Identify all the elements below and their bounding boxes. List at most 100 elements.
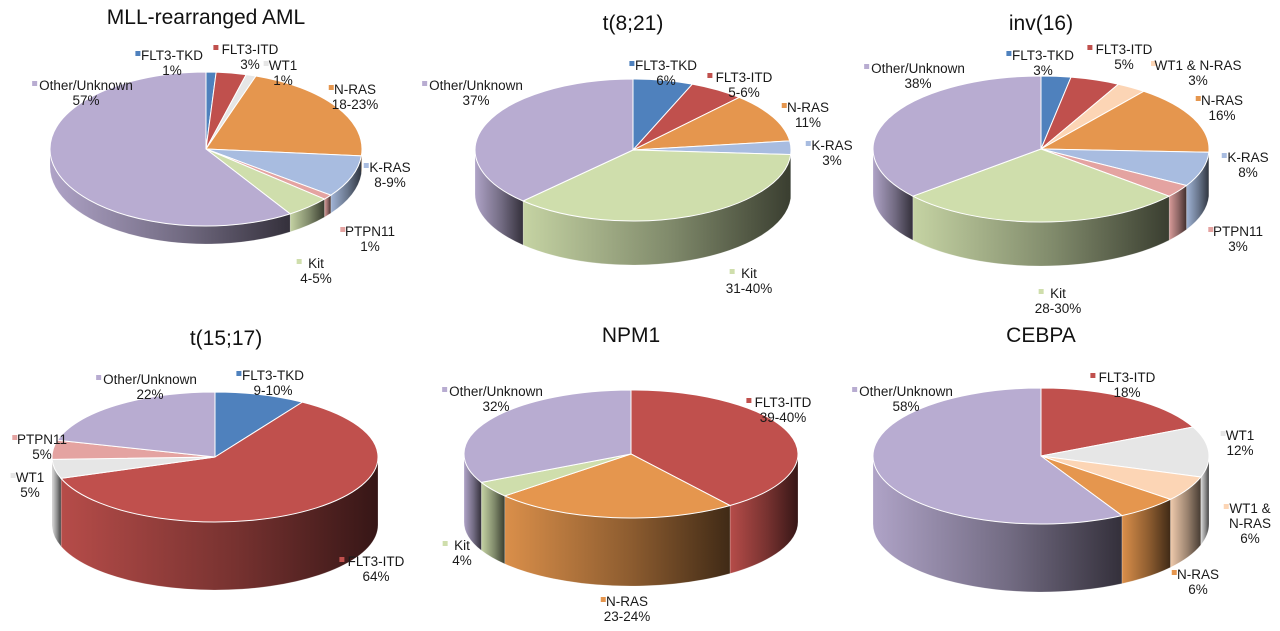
pie-slice-n-ras — [1039, 90, 1210, 153]
slice-label: Kit — [741, 266, 757, 281]
pie-slice-flt3-itd — [60, 401, 379, 523]
slice-value: 12% — [1226, 443, 1253, 458]
pie-slice-flt3-itd — [1040, 387, 1195, 457]
slice-label: N-RAS — [334, 82, 376, 97]
slice-label: PTPN11 — [1213, 224, 1263, 239]
legend-marker-wt1 — [10, 473, 16, 478]
pie-slice-kit — [911, 148, 1171, 223]
legend-marker-k-ras — [1221, 153, 1227, 158]
slice-value: 23-24% — [604, 609, 651, 624]
legend-marker-other-unknown — [864, 64, 870, 69]
legend-marker-wt1 — [1220, 431, 1226, 436]
slice-value: 8-9% — [374, 175, 406, 190]
slice-value: 6% — [1188, 582, 1208, 597]
slice-value: 1% — [162, 63, 182, 78]
slice-value: 3% — [822, 153, 842, 168]
slice-label: WT1 — [1226, 428, 1255, 443]
slice-label: FLT3-ITD — [348, 554, 405, 569]
pie-slice-flt3-tkd — [214, 391, 304, 458]
legend-marker-flt3-itd — [339, 557, 345, 562]
legend-marker-n-ras — [328, 85, 334, 90]
slice-value: 1% — [273, 73, 293, 88]
slice-label: FLT3-TKD — [635, 58, 697, 73]
pie-slice-n-ras — [205, 75, 363, 157]
slice-label: FLT3-ITD — [716, 70, 773, 85]
pie-slice-n-ras — [632, 96, 791, 151]
legend-marker-other-unknown — [852, 387, 858, 392]
legend-marker-other-unknown — [96, 375, 102, 380]
legend-marker-n-ras — [600, 597, 606, 602]
slice-value: 3% — [240, 57, 260, 72]
slice-value: 5% — [1114, 57, 1134, 72]
legend-marker-kit — [296, 259, 302, 264]
slice-label: N-RAS — [606, 594, 648, 609]
slice-label: Kit — [1050, 286, 1066, 301]
legend-marker-k-ras — [363, 163, 369, 168]
slice-label: Other/Unknown — [429, 78, 523, 93]
slice-value: 16% — [1208, 108, 1235, 123]
slice-label: WT1 — [269, 58, 298, 73]
slice-value: 5% — [20, 485, 40, 500]
pie-slice-other-unknown — [872, 387, 1124, 525]
slice-label: PTPN11 — [17, 432, 67, 447]
slice-label: FLT3-ITD — [755, 395, 812, 410]
legend-marker-wt1-n-ras — [1223, 504, 1229, 509]
slice-label: WT1 — [16, 470, 45, 485]
pie-slice-flt3-itd — [630, 389, 799, 507]
slice-value: 1% — [360, 239, 380, 254]
legend-marker-flt3-itd — [707, 73, 713, 78]
slice-label: Other/Unknown — [39, 78, 133, 93]
slice-label: FLT3-ITD — [1099, 370, 1156, 385]
legend-marker-ptpn11 — [340, 227, 346, 232]
slice-label: FLT3-TKD — [242, 368, 304, 383]
legend-marker-other-unknown — [32, 81, 38, 86]
slice-label: Kit — [454, 538, 470, 553]
legend-marker-flt3-tkd — [236, 371, 242, 376]
legend-marker-kit — [1038, 289, 1044, 294]
legend-marker-kit — [729, 269, 735, 274]
chart-title: CEBPA — [1006, 324, 1076, 347]
slice-value: 11% — [795, 115, 821, 130]
slice-label: FLT3-ITD — [222, 42, 279, 57]
legend-marker-flt3-tkd — [135, 51, 141, 56]
slice-label: FLT3-TKD — [141, 48, 203, 63]
pie-slice-wt1 — [1040, 426, 1210, 478]
slice-value: 31-40% — [726, 281, 773, 296]
pie-slice-other-unknown — [56, 391, 216, 458]
slice-label: N-RAS — [1229, 516, 1271, 531]
slice-value: 58% — [892, 399, 919, 414]
slice-value: 4% — [452, 553, 472, 568]
slice-label: FLT3-TKD — [1012, 48, 1074, 63]
pie-slice-k-ras — [205, 148, 362, 196]
chart-title: t(15;17) — [190, 327, 262, 350]
slice-value: 6% — [1240, 531, 1260, 546]
chart-title: inv(16) — [1009, 12, 1073, 35]
slice-label: K-RAS — [1227, 150, 1268, 165]
slice-value: 3% — [1228, 239, 1248, 254]
slice-label: WT1 & N-RAS — [1154, 58, 1241, 73]
